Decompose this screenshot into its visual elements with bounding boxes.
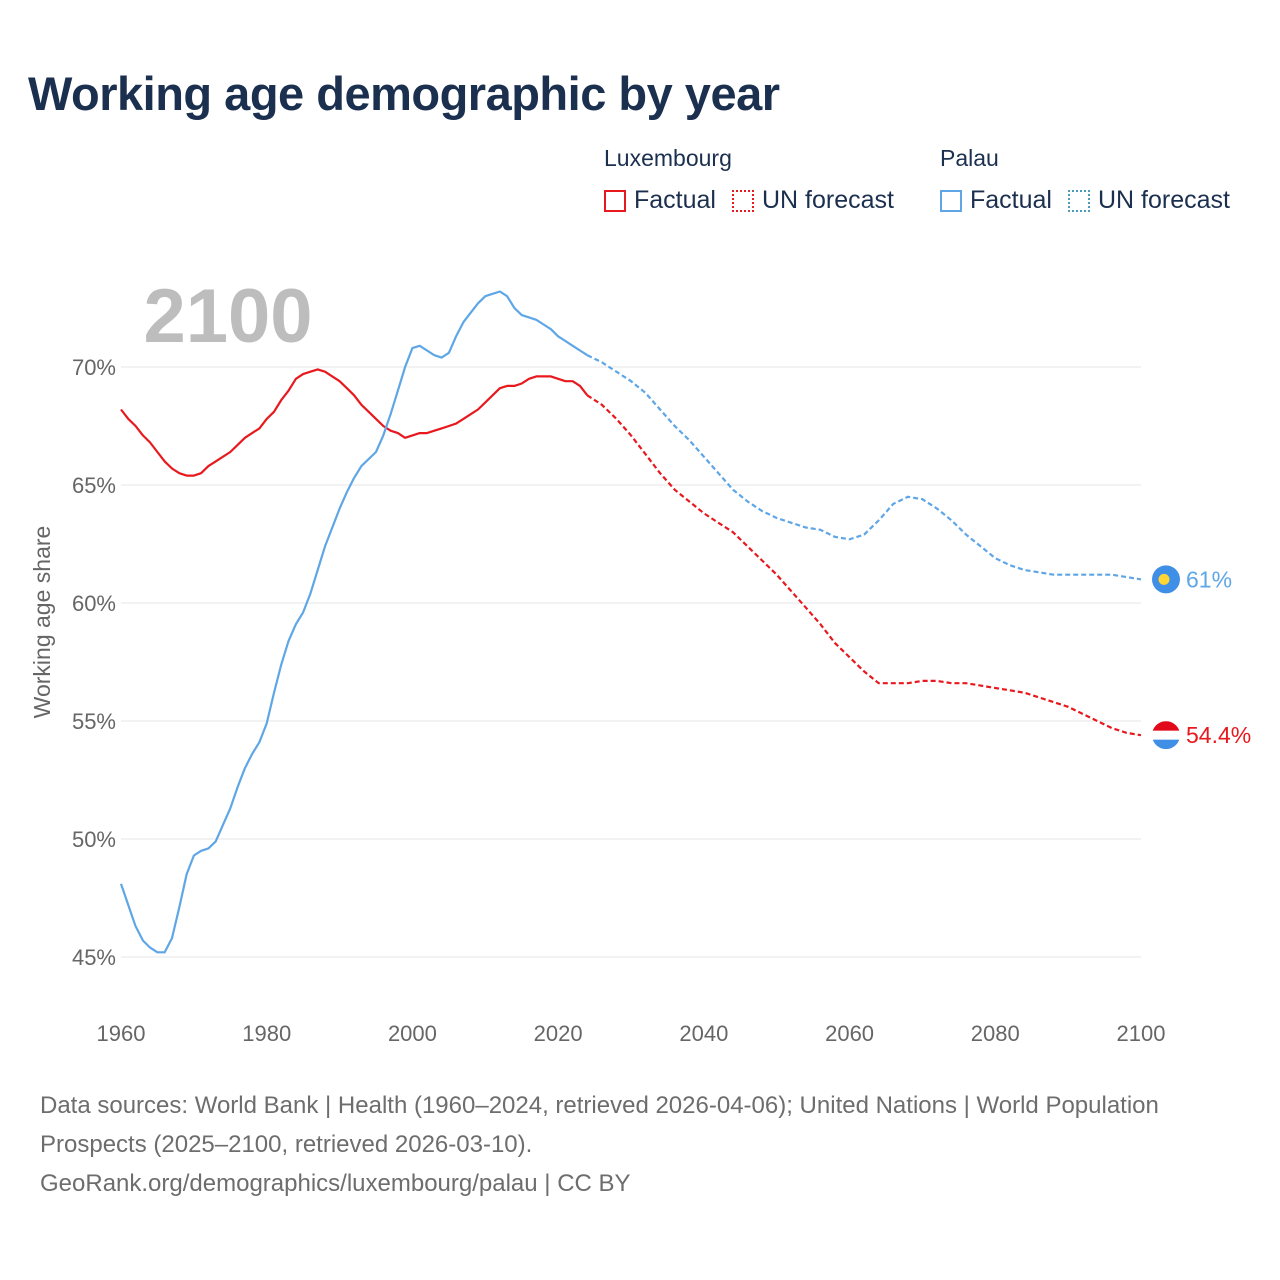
luxembourg-forecast-line [586, 394, 1142, 737]
y-tick-label: 50% [72, 827, 116, 852]
x-tick-label: 1980 [242, 1021, 291, 1046]
chart-title: Working age demographic by year [28, 67, 780, 120]
luxembourg-flag-marker [1152, 721, 1180, 750]
x-tick-label: 2060 [825, 1021, 874, 1046]
palau-factual-line [119, 290, 588, 954]
palau-flag-marker [1152, 565, 1180, 594]
flag-moon [1158, 573, 1170, 585]
x-tick-label: 2080 [971, 1021, 1020, 1046]
flag-stripe [1152, 730, 1180, 740]
x-tick-label: 2100 [1117, 1021, 1166, 1046]
legend-swatch-dotted [1067, 189, 1090, 212]
x-tick-label: 1960 [97, 1021, 146, 1046]
y-tick-label: 55% [72, 709, 116, 734]
y-axis-label: Working age share [29, 526, 55, 719]
legend-item-palau-forecast[interactable]: UN forecast [1067, 186, 1230, 215]
x-tick-label: 2000 [388, 1021, 437, 1046]
legend-group-name: Palau [940, 145, 999, 171]
palau-forecast-line [586, 354, 1142, 581]
legend-swatch-solid [604, 189, 626, 212]
luxembourg-end-label: 54.4% [1186, 722, 1251, 748]
y-tick-label: 60% [72, 591, 116, 616]
y-axis-ticks: 70% 65% 60% 55% 50% 45% [72, 355, 116, 970]
data-sources: Data sources: World Bank | Health (1960–… [40, 1092, 1159, 1158]
legend-item-luxembourg-forecast[interactable]: UN forecast [731, 186, 894, 215]
legend-luxembourg: Luxembourg Factual UN forecast [604, 145, 910, 215]
series-lines [119, 290, 1142, 954]
legend-item-luxembourg-factual[interactable]: Factual [604, 186, 716, 215]
source-url: GeoRank.org/demographics/luxembourg/pala… [40, 1170, 631, 1197]
legend-label: UN forecast [1097, 186, 1230, 214]
flag-stripe [1152, 739, 1180, 750]
line-chart: 2100 Working age share 70% 65% 60% 55% 50% 45… [29, 274, 1251, 1046]
x-tick-label: 2040 [679, 1021, 728, 1046]
legend-swatch-solid [940, 189, 962, 212]
legend-swatch-dotted [731, 189, 754, 212]
legend-palau: Palau Factual UN forecast [940, 145, 1246, 215]
y-tick-label: 70% [72, 355, 116, 380]
legend-label: Factual [634, 186, 716, 214]
legend-label: Factual [970, 186, 1052, 214]
end-markers: 54.4% 61% [1152, 565, 1251, 750]
legend-label: UN forecast [761, 186, 894, 214]
footer: Data sources: World Bank | Health (1960–… [40, 1086, 1240, 1203]
y-tick-label: 65% [72, 473, 116, 498]
legend-item-palau-factual[interactable]: Factual [940, 186, 1052, 215]
x-tick-label: 2020 [534, 1021, 583, 1046]
x-axis-ticks: 1960 1980 2000 2020 2040 2060 2080 2100 [97, 1021, 1166, 1046]
year-watermark: 2100 [143, 274, 312, 359]
luxembourg-factual-line [120, 368, 589, 477]
flag-stripe [1152, 721, 1180, 732]
y-tick-label: 45% [72, 945, 116, 970]
grid-lines [121, 366, 1141, 958]
legend-group-name: Luxembourg [604, 145, 732, 171]
palau-end-label: 61% [1186, 566, 1232, 592]
